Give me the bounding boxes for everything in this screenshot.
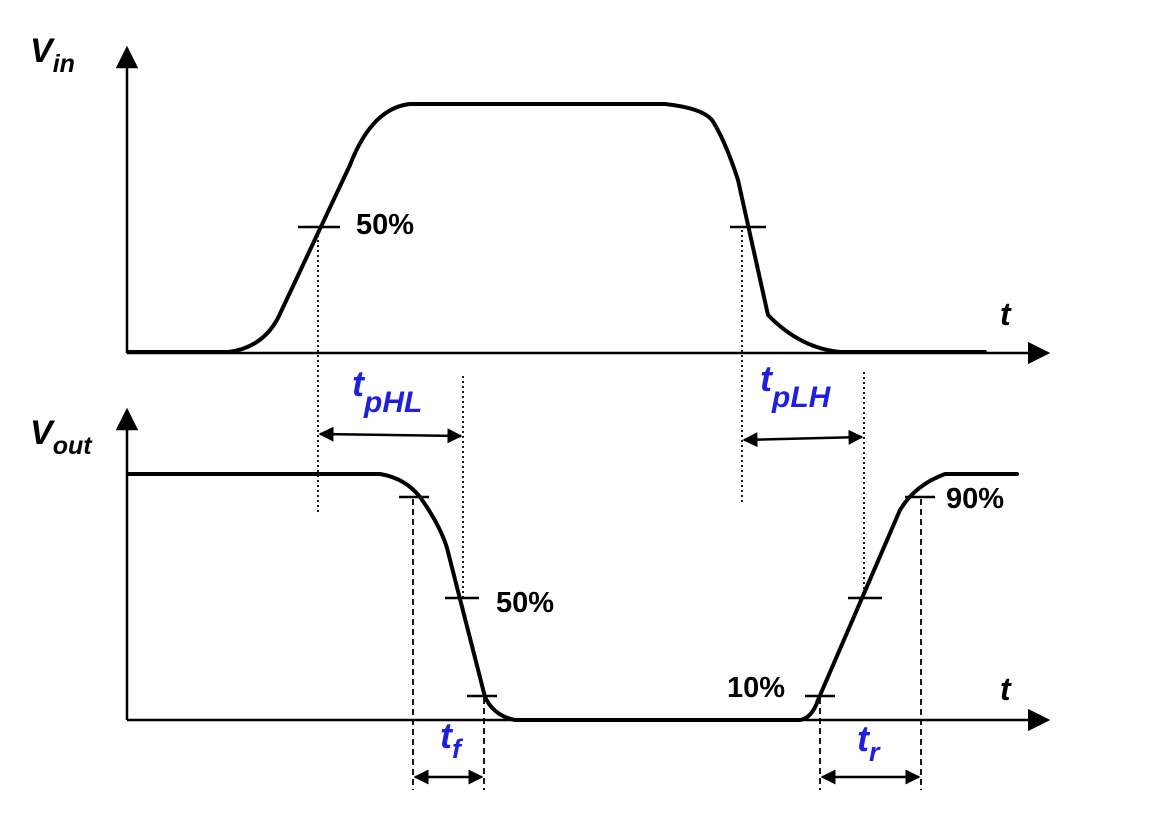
vout-waveform [126,472,1019,722]
tphl-arrow [318,426,463,444]
tf-label: tf [440,715,464,764]
tplh-label: tpLH [760,358,832,414]
tphl-label-main: t [352,363,366,404]
tplh-label-sub: pLH [771,381,832,414]
vin-time-label: t [1000,296,1012,332]
vin-waveform [126,102,987,354]
vin-graph: 50% Vin t [30,32,1051,365]
tr-label: tr [857,718,881,767]
vout-90-label: 90% [946,483,1004,515]
vout-graph: 50% 10% 90% Vout t [30,407,1051,732]
vout-10-label: 10% [727,672,785,704]
vin-axis-label-main: V [30,32,56,70]
vout-axis-label-sub: out [53,432,94,460]
measurement-guides: tpHL tpLH tf tr [317,230,922,790]
tphl-label-sub: pHL [363,386,422,419]
vin-axis-label-sub: in [53,50,75,78]
vin-axis-label: Vin [30,32,75,78]
vout-time-label: t [1000,671,1012,707]
tf-label-sub: f [452,734,464,764]
vout-axis-label-main: V [30,414,56,452]
tr-label-main: t [857,718,871,759]
tr-label-sub: r [869,737,881,767]
vin-50-label: 50% [356,209,414,241]
tplh-label-main: t [760,358,774,399]
vout-axis-label: Vout [30,414,93,460]
tplh-arrow [742,429,864,448]
vout-50-label: 50% [496,587,554,619]
tphl-label: tpHL [352,363,422,419]
tf-label-main: t [440,715,454,756]
